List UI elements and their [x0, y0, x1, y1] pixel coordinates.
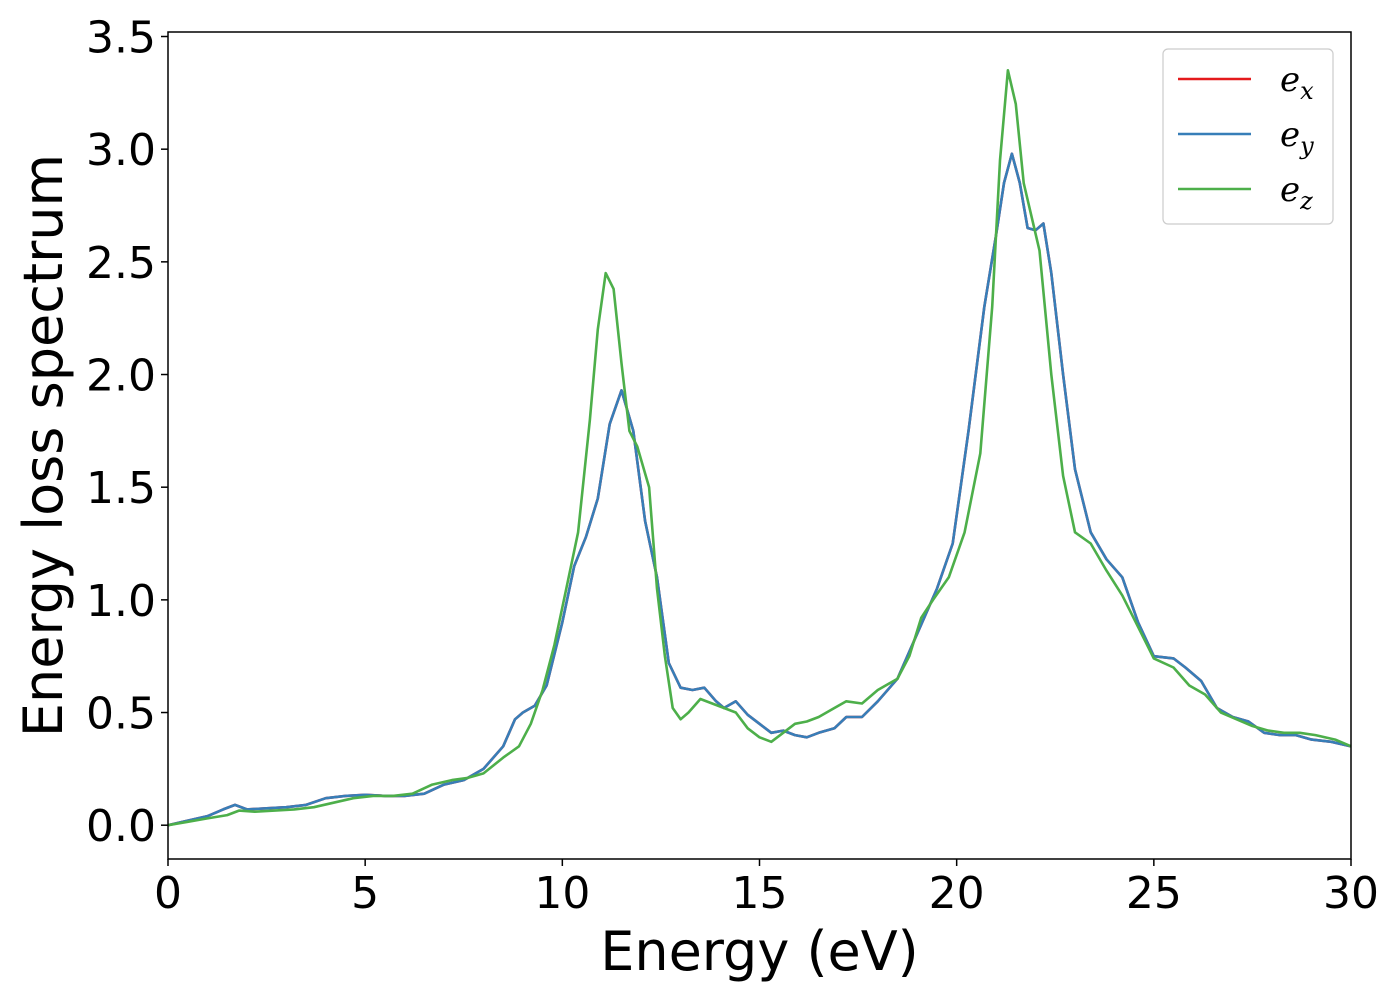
y-tick-label: 2.0	[86, 351, 156, 402]
legend-label: ex	[1280, 60, 1314, 105]
legend-label: ey	[1280, 115, 1314, 160]
x-tick-label: 20	[929, 868, 985, 919]
y-axis-label: Energy loss spectrum	[12, 154, 75, 737]
x-tick-label: 15	[732, 868, 788, 919]
legend-label-subscript: y	[1299, 132, 1314, 160]
legend-label: ez	[1280, 170, 1313, 215]
legend-label-base: e	[1280, 115, 1300, 155]
x-axis-ticks: 0 5 10 15 20 25 30	[154, 859, 1379, 919]
legend-box	[1162, 48, 1334, 225]
x-tick-label: 10	[534, 868, 590, 919]
legend-label-subscript: x	[1300, 77, 1314, 105]
y-tick-label: 0.5	[86, 689, 156, 740]
series-line-ey	[168, 152, 1351, 827]
y-tick-label: 1.0	[86, 576, 156, 627]
series-line-ez	[168, 69, 1351, 827]
series-group	[168, 69, 1351, 827]
x-tick-label: 30	[1323, 868, 1379, 919]
legend-label-subscript: z	[1299, 187, 1313, 215]
y-tick-label: 3.0	[86, 125, 156, 176]
x-tick-label: 5	[351, 868, 379, 919]
y-tick-label: 3.5	[86, 13, 156, 64]
x-tick-label: 0	[154, 868, 182, 919]
y-tick-label: 2.5	[86, 238, 156, 289]
y-axis-ticks: 0.0 0.5 1.0 1.5 2.0 2.5 3.0 3.5	[86, 13, 168, 852]
x-axis-label: Energy (eV)	[600, 920, 919, 983]
y-tick-label: 1.5	[86, 463, 156, 514]
legend-label-base: e	[1280, 170, 1300, 210]
x-tick-label: 25	[1126, 868, 1182, 919]
y-tick-label: 0.0	[86, 801, 156, 852]
legend-label-base: e	[1280, 60, 1300, 100]
